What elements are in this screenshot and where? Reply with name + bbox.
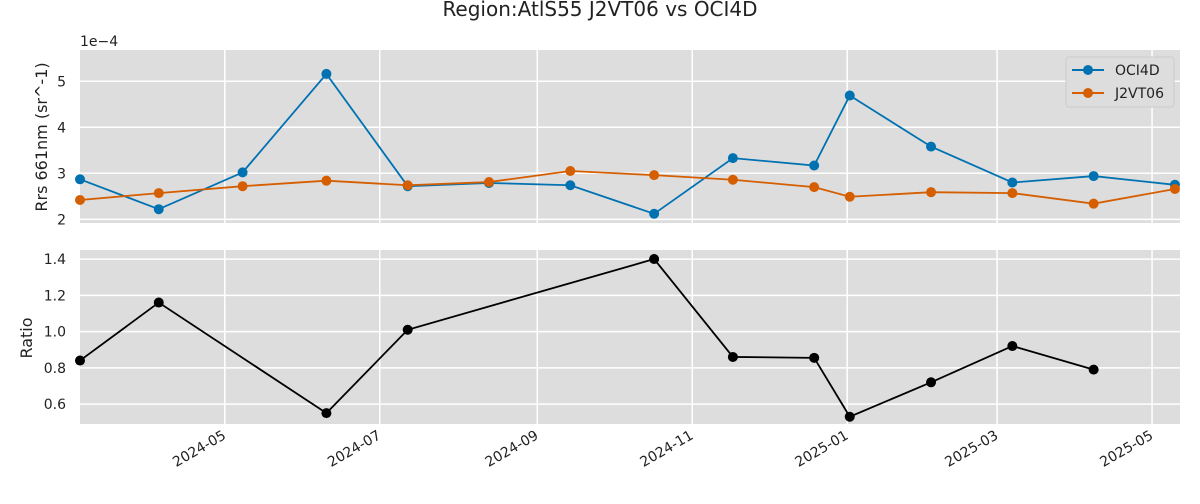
bottom-plot-area bbox=[80, 250, 1180, 424]
data-point-ratio bbox=[75, 355, 85, 366]
bottom-series-layer bbox=[75, 254, 1099, 422]
y-axis-offset-label: 1e−4 bbox=[80, 34, 118, 50]
data-point-j2vt06 bbox=[237, 181, 248, 192]
x-tick-label: 2025-03 bbox=[942, 428, 1001, 471]
data-point-oci4d bbox=[1088, 171, 1099, 182]
chart-title: Region:AtlS55 J2VT06 vs OCI4D bbox=[442, 0, 757, 21]
data-point-j2vt06 bbox=[402, 180, 413, 191]
data-point-oci4d bbox=[321, 68, 332, 79]
x-tick-labels: 2024-05 2024-07 2024-09 2024-11 2025-01 2025-… bbox=[170, 428, 1156, 471]
x-tick-label: 2025-05 bbox=[1097, 428, 1156, 471]
data-point-j2vt06 bbox=[321, 175, 332, 186]
data-point-ratio bbox=[727, 351, 738, 362]
data-point-j2vt06 bbox=[1088, 198, 1099, 209]
top-y-tick-label: 4 bbox=[57, 120, 66, 136]
data-point-oci4d bbox=[844, 90, 855, 101]
x-tick-label: 2024-05 bbox=[170, 428, 229, 471]
bottom-gridlines bbox=[80, 250, 1180, 424]
data-point-oci4d bbox=[649, 208, 660, 219]
data-point-oci4d bbox=[565, 180, 576, 191]
data-point-j2vt06 bbox=[153, 188, 164, 199]
legend-marker-oci4d bbox=[1083, 65, 1093, 75]
data-point-j2vt06 bbox=[809, 182, 820, 193]
data-point-j2vt06 bbox=[75, 194, 85, 205]
legend-label-oci4d: OCI4D bbox=[1115, 63, 1160, 79]
legend: OCI4D J2VT06 bbox=[1065, 56, 1175, 108]
data-point-ratio bbox=[926, 377, 937, 388]
data-point-j2vt06 bbox=[1169, 183, 1180, 194]
data-point-ratio bbox=[844, 411, 855, 422]
data-point-oci4d bbox=[926, 141, 937, 152]
data-point-j2vt06 bbox=[727, 174, 738, 185]
data-point-ratio bbox=[321, 408, 332, 419]
data-point-j2vt06 bbox=[484, 177, 495, 188]
top-gridlines bbox=[80, 50, 1180, 223]
bottom-y-tick-label: 0.6 bbox=[44, 397, 66, 413]
legend-label-j2vt06: J2VT06 bbox=[1114, 86, 1164, 102]
top-y-tick-label: 5 bbox=[57, 74, 66, 90]
data-point-j2vt06 bbox=[926, 187, 937, 198]
top-y-tick-label: 3 bbox=[57, 166, 66, 182]
top-y-tick-label: 2 bbox=[57, 212, 66, 228]
x-tick-label: 2025-01 bbox=[793, 428, 852, 471]
data-point-oci4d bbox=[237, 167, 248, 178]
data-point-ratio bbox=[649, 254, 660, 265]
data-point-oci4d bbox=[809, 160, 820, 171]
x-tick-label: 2024-07 bbox=[325, 428, 384, 471]
data-point-ratio bbox=[1088, 364, 1099, 375]
data-point-oci4d bbox=[727, 153, 738, 164]
top-series-layer bbox=[75, 68, 1180, 219]
data-point-j2vt06 bbox=[565, 166, 576, 177]
data-point-j2vt06 bbox=[844, 191, 855, 202]
data-point-oci4d bbox=[75, 174, 85, 185]
data-point-j2vt06 bbox=[1007, 188, 1018, 199]
data-point-ratio bbox=[1007, 341, 1018, 352]
legend-marker-j2vt06 bbox=[1083, 88, 1093, 98]
data-point-j2vt06 bbox=[649, 170, 660, 181]
bottom-y-tick-label: 1.2 bbox=[44, 288, 66, 304]
bottom-y-tick-label: 0.8 bbox=[44, 361, 66, 377]
data-point-ratio bbox=[153, 297, 164, 308]
bottom-y-tick-label: 1.0 bbox=[44, 325, 66, 341]
data-point-oci4d bbox=[1007, 177, 1018, 188]
bottom-y-tick-label: 1.4 bbox=[44, 252, 66, 268]
data-point-ratio bbox=[809, 352, 820, 363]
data-point-ratio bbox=[402, 324, 413, 335]
bottom-y-axis-label: Ratio bbox=[17, 317, 36, 358]
data-point-oci4d bbox=[153, 204, 164, 215]
bottom-y-tick-labels: 0.6 0.8 1.0 1.2 1.4 bbox=[44, 252, 66, 413]
x-tick-label: 2024-09 bbox=[483, 428, 542, 471]
top-y-tick-labels: 2 3 4 5 bbox=[57, 74, 66, 228]
x-tick-label: 2024-11 bbox=[638, 428, 697, 471]
top-y-axis-label: Rrs 661nm (sr^-1) bbox=[32, 62, 51, 211]
